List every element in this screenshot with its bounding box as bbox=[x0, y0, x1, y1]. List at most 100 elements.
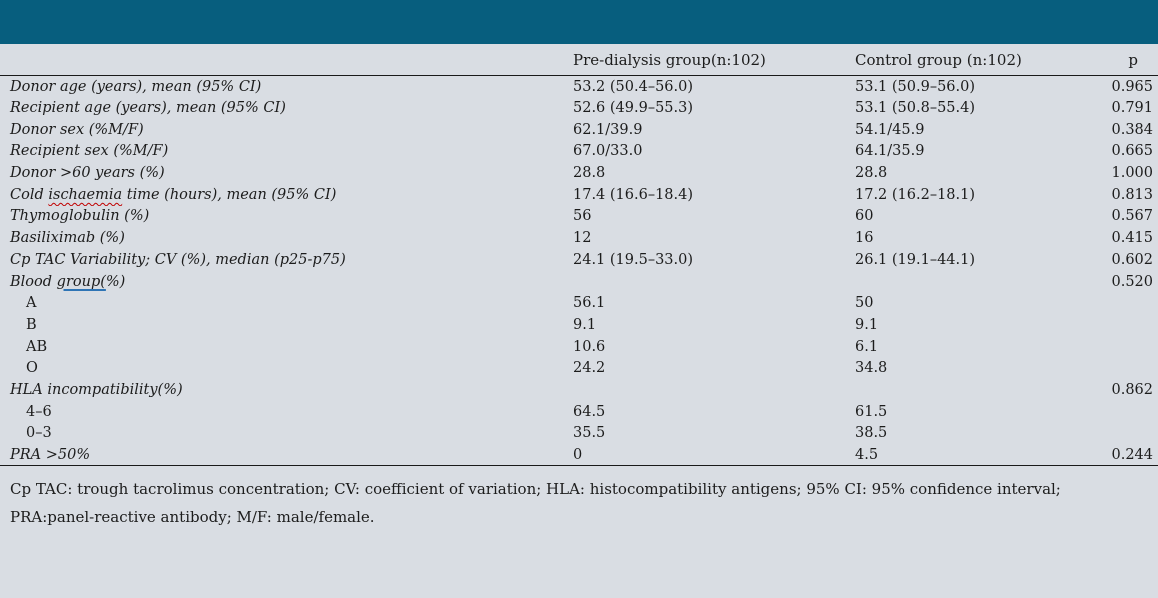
table-row: O 24.2 34.8 bbox=[0, 357, 1158, 379]
column-header-p: p bbox=[1070, 44, 1158, 76]
table-row: 4–6 64.5 61.5 bbox=[0, 401, 1158, 423]
row-label: PRA >50% bbox=[0, 444, 573, 467]
control-value: 17.2 (16.2–18.1) bbox=[855, 186, 976, 203]
pre-dialysis-value: 17.4 (16.6–18.4) bbox=[573, 186, 694, 203]
row-label: O bbox=[26, 360, 38, 377]
control-value: 38.5 bbox=[855, 425, 888, 442]
pre-dialysis-value: 24.2 bbox=[573, 360, 606, 377]
row-label: Blood group(%) bbox=[0, 271, 573, 293]
table-footnote: Cp TAC: trough tacrolimus concentration;… bbox=[10, 480, 1061, 527]
row-label: Recipient age (years), mean (95% CI) bbox=[10, 100, 286, 117]
p-value: 0.813 bbox=[1111, 186, 1153, 203]
control-value: 28.8 bbox=[855, 165, 888, 182]
table-row: Recipient age (years), mean (95% CI) 52.… bbox=[0, 97, 1158, 119]
table-row: Donor >60 years (%) 28.8 28.8 1.000 bbox=[0, 162, 1158, 184]
pre-dialysis-value bbox=[573, 271, 855, 293]
label-part: Cold bbox=[10, 186, 49, 203]
control-value bbox=[855, 379, 1070, 401]
table-row: PRA >50% 0 4.5 0.244 bbox=[0, 444, 1158, 467]
table-row: HLA incompatibility(%) 0.862 bbox=[0, 379, 1158, 401]
table-row: Cp TAC Variability; CV (%), median (p25-… bbox=[0, 249, 1158, 271]
p-value: 0.965 bbox=[1111, 78, 1153, 95]
p-value bbox=[1070, 292, 1158, 314]
p-value bbox=[1070, 401, 1158, 423]
pre-dialysis-value: 62.1/39.9 bbox=[573, 121, 643, 138]
table-row: Cold ischaemia time (hours), mean (95% C… bbox=[0, 184, 1158, 206]
label-part: time (hours), mean (95% CI) bbox=[122, 186, 337, 203]
column-header-pre-dialysis: Pre-dialysis group(n:102) bbox=[573, 44, 855, 76]
row-label: A bbox=[26, 295, 37, 312]
row-label: 0–3 bbox=[26, 425, 52, 442]
pre-dialysis-value: 28.8 bbox=[573, 165, 606, 182]
table-row: Donor age (years), mean (95% CI) 53.2 (5… bbox=[0, 76, 1158, 98]
table-header-row: Pre-dialysis group(n:102) Control group … bbox=[0, 44, 1158, 76]
control-value: 16 bbox=[855, 230, 874, 247]
pre-dialysis-value: 52.6 (49.9–55.3) bbox=[573, 100, 694, 117]
control-value: 54.1/45.9 bbox=[855, 121, 925, 138]
pre-dialysis-value: 56 bbox=[573, 208, 592, 225]
pre-dialysis-value bbox=[573, 379, 855, 401]
p-value: 0.791 bbox=[1111, 100, 1153, 117]
p-value: 0.665 bbox=[1111, 143, 1153, 160]
table-row: Thymoglobulin (%) 56 60 0.567 bbox=[0, 206, 1158, 228]
comparison-table: Pre-dialysis group(n:102) Control group … bbox=[0, 44, 1158, 467]
control-value: 50 bbox=[855, 295, 874, 312]
pre-dialysis-value: 0 bbox=[573, 444, 855, 467]
row-label: AB bbox=[26, 338, 48, 355]
column-header-label bbox=[0, 44, 573, 76]
control-value: 64.1/35.9 bbox=[855, 143, 925, 160]
row-label: 4–6 bbox=[26, 403, 52, 420]
p-value: 1.000 bbox=[1111, 165, 1153, 182]
label-part: Blood bbox=[10, 273, 57, 290]
row-label: HLA incompatibility(%) bbox=[10, 381, 183, 398]
pre-dialysis-value: 24.1 (19.5–33.0) bbox=[573, 251, 694, 268]
p-value bbox=[1070, 336, 1158, 358]
pre-dialysis-value: 12 bbox=[573, 230, 592, 247]
spellcheck-underlined-word: ischaemia bbox=[48, 186, 123, 203]
label-part: %) bbox=[105, 273, 126, 290]
table-row: AB 10.6 6.1 bbox=[0, 336, 1158, 358]
row-label: Donor sex (%M/F) bbox=[10, 121, 144, 138]
p-value: 0.520 bbox=[1111, 273, 1153, 290]
p-value bbox=[1070, 423, 1158, 445]
control-value: 6.1 bbox=[855, 338, 879, 355]
column-header-control: Control group (n:102) bbox=[855, 44, 1070, 76]
control-value: 60 bbox=[855, 208, 874, 225]
control-value: 4.5 bbox=[855, 444, 1070, 467]
pre-dialysis-value: 35.5 bbox=[573, 425, 606, 442]
grammar-underlined-word: group( bbox=[56, 273, 106, 290]
table-row: Recipient sex (%M/F) 67.0/33.0 64.1/35.9… bbox=[0, 141, 1158, 163]
table-row: 0–3 35.5 38.5 bbox=[0, 423, 1158, 445]
p-value: 0.244 bbox=[1070, 444, 1158, 467]
p-value: 0.384 bbox=[1111, 121, 1153, 138]
row-label: Basiliximab (%) bbox=[10, 230, 125, 247]
control-value: 34.8 bbox=[855, 360, 888, 377]
pre-dialysis-value: 64.5 bbox=[573, 403, 606, 420]
table-row: B 9.1 9.1 bbox=[0, 314, 1158, 336]
p-value: 0.415 bbox=[1111, 230, 1153, 247]
p-value: 0.567 bbox=[1111, 208, 1153, 225]
pre-dialysis-value: 9.1 bbox=[573, 316, 597, 333]
row-label: Recipient sex (%M/F) bbox=[10, 143, 169, 160]
row-label: Donor age (years), mean (95% CI) bbox=[10, 78, 262, 95]
row-label: Cold ischaemia time (hours), mean (95% C… bbox=[0, 184, 573, 206]
table-row: Basiliximab (%) 12 16 0.415 bbox=[0, 227, 1158, 249]
row-label: B bbox=[26, 316, 37, 333]
pre-dialysis-value: 56.1 bbox=[573, 295, 606, 312]
row-label: Cp TAC Variability; CV (%), median (p25-… bbox=[10, 251, 346, 268]
control-value: 61.5 bbox=[855, 403, 888, 420]
row-label: Donor >60 years (%) bbox=[10, 165, 165, 182]
control-value: 26.1 (19.1–44.1) bbox=[855, 251, 976, 268]
pre-dialysis-value: 10.6 bbox=[573, 338, 606, 355]
p-value bbox=[1070, 314, 1158, 336]
p-value: 0.602 bbox=[1111, 251, 1153, 268]
p-value bbox=[1070, 357, 1158, 379]
row-label: Thymoglobulin (%) bbox=[10, 208, 150, 225]
control-value: 53.1 (50.9–56.0) bbox=[855, 78, 976, 95]
table-row: Donor sex (%M/F) 62.1/39.9 54.1/45.9 0.3… bbox=[0, 119, 1158, 141]
header-bar bbox=[0, 0, 1158, 44]
table-row: Blood group(%) 0.520 bbox=[0, 271, 1158, 293]
pre-dialysis-value: 67.0/33.0 bbox=[573, 143, 643, 160]
control-value: 53.1 (50.8–55.4) bbox=[855, 100, 976, 117]
